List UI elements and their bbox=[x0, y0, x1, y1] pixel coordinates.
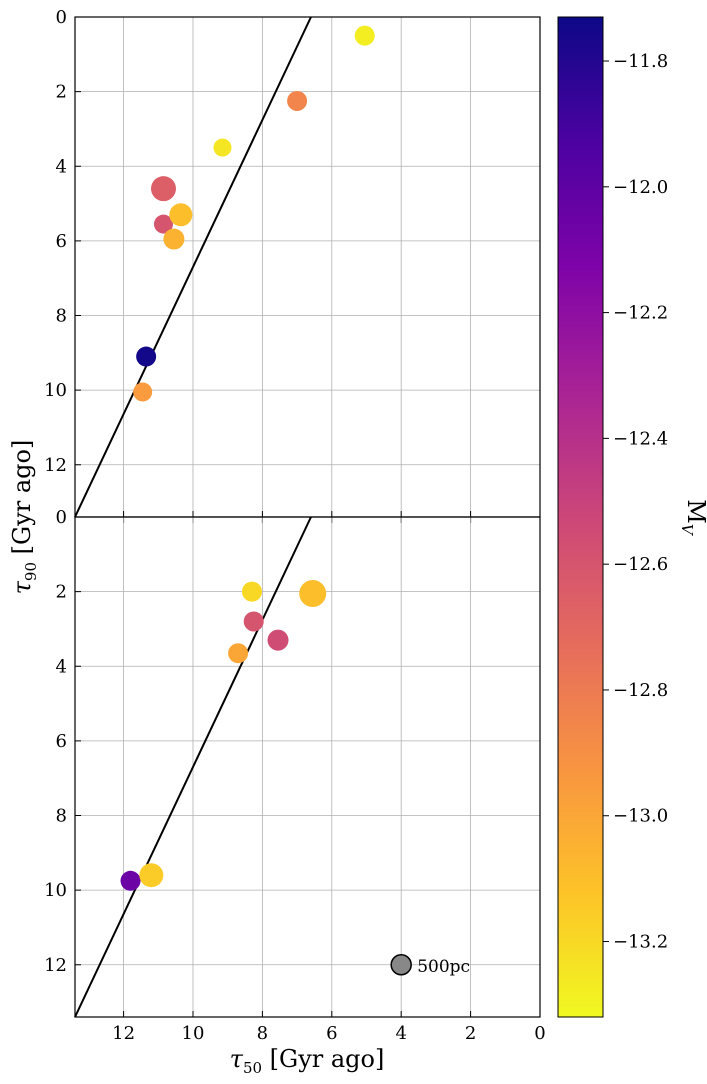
y-tick-label: 0 bbox=[56, 507, 67, 528]
colorbar-tick-label: −12.8 bbox=[613, 680, 668, 701]
top-y-ticks: 0 2 4 6 8 10 12 bbox=[44, 7, 541, 523]
top-points bbox=[133, 25, 375, 402]
size-reference-marker bbox=[390, 954, 412, 976]
data-point bbox=[243, 611, 264, 632]
data-point bbox=[228, 643, 249, 664]
x-tick-label: 0 bbox=[534, 1023, 545, 1044]
y-tick-label: 2 bbox=[56, 582, 67, 603]
bottom-y-ticks: 0 2 4 6 8 10 12 bbox=[44, 507, 81, 976]
bottom-reference-line bbox=[74, 516, 312, 1018]
size-reference: 500pc bbox=[390, 954, 470, 977]
bottom-frame bbox=[74, 516, 541, 1018]
colorbar-label: MV bbox=[678, 499, 707, 537]
top-reference-line bbox=[74, 16, 312, 518]
data-point bbox=[213, 138, 232, 157]
data-point bbox=[150, 176, 176, 202]
data-point bbox=[287, 90, 308, 111]
colorbar: −11.8 −12.0 −12.2 −12.4 −12.6 −12.8 −13.0 −13.2… bbox=[557, 16, 707, 1018]
bottom-x-ticks: 12 10 8 6 4 2 0 bbox=[112, 1011, 546, 1044]
y-tick-label: 8 bbox=[56, 306, 67, 327]
size-reference-label: 500pc bbox=[417, 957, 470, 977]
colorbar-tick-label: −12.0 bbox=[613, 177, 668, 198]
colorbar-gradient bbox=[558, 17, 603, 1017]
x-tick-label: 10 bbox=[182, 1023, 205, 1044]
y-tick-label: 0 bbox=[56, 7, 67, 28]
y-tick-label: 4 bbox=[56, 156, 67, 177]
x-tick-label: 12 bbox=[112, 1023, 135, 1044]
data-point bbox=[241, 581, 262, 602]
y-tick-label: 2 bbox=[56, 82, 67, 103]
data-point bbox=[153, 214, 173, 234]
colorbar-tick-label: −13.0 bbox=[613, 806, 668, 827]
colorbar-ticks: −11.8 −12.0 −12.2 −12.4 −12.6 −12.8 −13.0 −13.2 bbox=[603, 51, 668, 953]
data-point bbox=[163, 228, 185, 250]
x-tick-label: 4 bbox=[395, 1023, 406, 1044]
top-grid bbox=[75, 16, 541, 517]
y-tick-label: 10 bbox=[44, 380, 67, 401]
y-tick-label: 8 bbox=[56, 806, 67, 827]
data-point bbox=[120, 870, 141, 891]
data-point bbox=[267, 629, 289, 651]
data-point bbox=[169, 203, 193, 227]
colorbar-tick-label: −12.4 bbox=[613, 428, 668, 449]
bottom-points bbox=[120, 579, 327, 891]
y-tick-label: 12 bbox=[44, 455, 67, 476]
top-panel: 0 2 4 6 8 10 12 bbox=[44, 7, 541, 523]
data-point bbox=[354, 25, 375, 46]
colorbar-tick-label: −13.2 bbox=[613, 932, 668, 953]
y-axis-label: τ90 [Gyr ago] bbox=[8, 440, 40, 595]
data-point bbox=[299, 579, 327, 607]
y-tick-label: 6 bbox=[56, 731, 67, 752]
y-tick-label: 4 bbox=[56, 656, 67, 677]
data-point bbox=[139, 863, 164, 888]
y-tick-label: 10 bbox=[44, 880, 67, 901]
x-axis-label: τ50 [Gyr ago] bbox=[230, 1045, 385, 1077]
bottom-panel: 500pc 0 2 4 6 8 10 12 12 10 8 6 4 2 0 bbox=[44, 507, 546, 1044]
x-tick-label: 6 bbox=[326, 1023, 337, 1044]
y-tick-label: 6 bbox=[56, 231, 67, 252]
data-point bbox=[133, 382, 153, 402]
data-point bbox=[136, 346, 157, 367]
colorbar-frame bbox=[557, 16, 604, 1018]
x-tick-label: 2 bbox=[465, 1023, 476, 1044]
colorbar-tick-label: −12.6 bbox=[613, 554, 668, 575]
x-tick-label: 8 bbox=[257, 1023, 268, 1044]
colorbar-tick-label: −12.2 bbox=[613, 303, 668, 324]
colorbar-tick-label: −11.8 bbox=[613, 51, 668, 72]
y-tick-label: 12 bbox=[44, 955, 67, 976]
